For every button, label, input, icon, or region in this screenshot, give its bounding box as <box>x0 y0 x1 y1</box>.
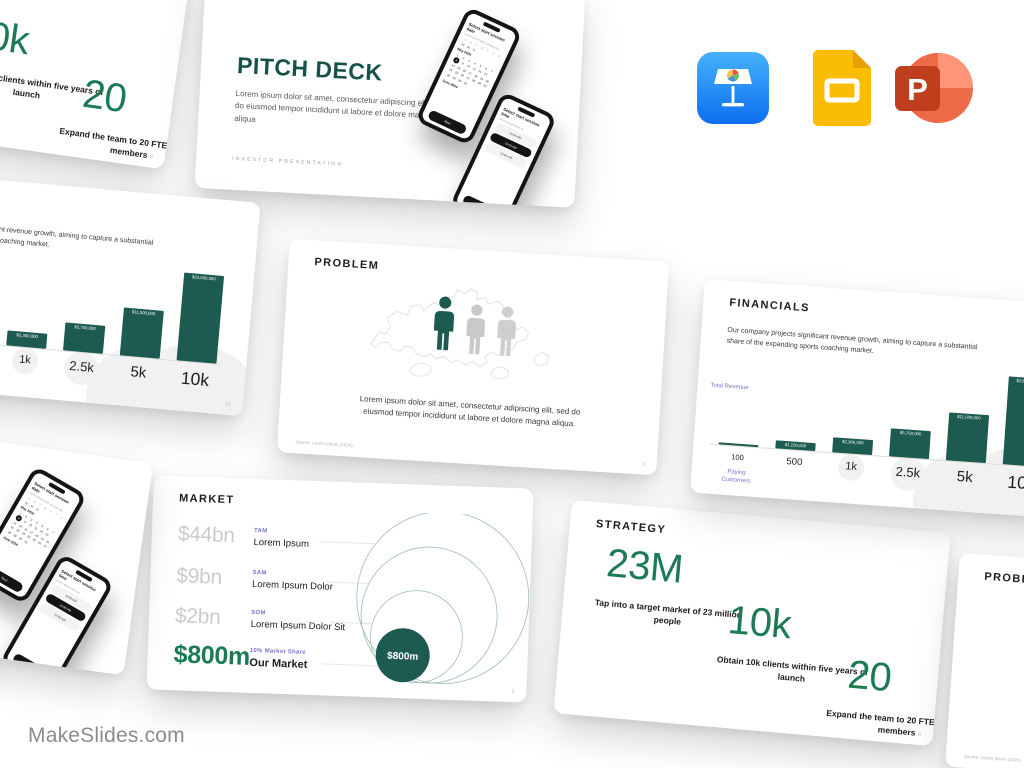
revenue-bar-chart: Total Revenue Paying Customers 100 $1,150… <box>690 279 1024 519</box>
slide-title: PROBLEM <box>983 570 1024 588</box>
slide-title: PROBLEM <box>314 256 380 273</box>
problem-body: Lorem ipsum dolor sit amet, consectetur … <box>359 394 581 429</box>
page-number: 8 <box>917 731 922 739</box>
category-label: 500 <box>786 456 803 469</box>
bar-value-label: $2,300,000 <box>16 332 39 340</box>
source-note: Source: Lorem Ipsum (2024) <box>963 753 1022 763</box>
bar-value-label: $23,000,000 <box>1016 378 1024 385</box>
bar-value-label: $23,000,000 <box>191 274 216 282</box>
our-market-row: $800m 10% Market Share Our Market <box>154 475 534 671</box>
stat-caption: Expand the team to 20 FTEs & Staff membe… <box>58 125 194 161</box>
stat-value: 20 <box>845 652 894 701</box>
category-label: 100 <box>731 452 745 463</box>
slide-title: MARKET <box>178 492 235 507</box>
slide-problem: PROBLEM <box>276 238 670 476</box>
stat-value: 10k <box>0 10 32 64</box>
brand-logo[interactable]: MakeSlides.com <box>28 724 185 747</box>
next-button[interactable]: Next <box>461 194 503 208</box>
bar-value-label: $11,500,000 <box>956 413 981 421</box>
page-number: 5 <box>511 689 515 696</box>
people-pictograms <box>429 295 520 358</box>
page-number: 12 <box>225 401 232 409</box>
slide-cover-partial: PITCH DECK Lorem ipsum dolor sit amet, c… <box>0 410 154 676</box>
stat-caption: Expand the team to 20 FTEs & Staff membe… <box>825 707 951 738</box>
som-value: $2bn <box>174 604 221 629</box>
stat-caption: Tap into a target market of 23 million p… <box>594 597 743 628</box>
next-button[interactable]: Next <box>0 565 25 594</box>
slide-problem-partial: PROBLEM Source: Lorem Ipsum (2024) 3 <box>944 553 1024 768</box>
stat-value: 10k <box>726 597 793 648</box>
person-icon <box>497 306 516 357</box>
tam-sam-som-circles: $800m <box>356 511 530 685</box>
bar-value-label: $2,300,000 <box>841 438 864 446</box>
person-icon <box>466 304 486 355</box>
slide-financials-partial: FINANCIALS Our company projects signific… <box>0 169 261 417</box>
revenue-bar: $11,500,000 <box>119 307 164 359</box>
y-axis-label: Total Revenue <box>710 382 749 392</box>
category-label: 1k <box>18 353 32 367</box>
map-outline-graphic <box>370 288 550 380</box>
page-number: 3 <box>641 461 645 468</box>
category-label: 10k <box>1006 471 1024 494</box>
bar-value-label: $11,500,000 <box>131 309 156 317</box>
next-button[interactable]: Next <box>11 652 52 676</box>
revenue-bar: $2,300,000 <box>832 437 874 456</box>
our-market-value: $800m <box>173 640 251 671</box>
revenue-bar: $11,500,000 <box>945 412 990 464</box>
category-label: 1k <box>844 460 858 474</box>
revenue-bar-chart: Total Revenue Paying Customers 100$1,150… <box>0 170 261 417</box>
keynote-icon[interactable] <box>697 52 769 124</box>
revenue-bar: $23,000,000 <box>1002 376 1024 468</box>
slide-market: MARKET $44bn TAM Lorem Ipsum $9bn SAM Lo… <box>146 475 534 703</box>
source-note: Source: Lorem Ipsum (2024) <box>295 439 353 448</box>
person-icon <box>433 296 455 351</box>
slide-strategy: STRATEGY 23M Tap into a target market of… <box>553 499 951 747</box>
bar-value-label: $5,750,000 <box>74 324 96 332</box>
google-slides-icon[interactable] <box>813 50 871 126</box>
slide-financials: FINANCIALS Our company projects signific… <box>689 279 1024 519</box>
revenue-bar: $23,000,000 <box>176 272 225 364</box>
revenue-bar: $5,750,000 <box>63 322 106 354</box>
our-market-bubble-label: $800m <box>387 651 419 663</box>
slide-strategy-partial: STRATEGY 23M Tap into a target market of… <box>0 0 194 170</box>
revenue-bar: $5,750,000 <box>889 428 931 460</box>
cover-title: PITCH DECK <box>236 51 384 86</box>
bar-value-label: $1,150,000 <box>784 441 807 449</box>
powerpoint-icon[interactable]: P <box>890 49 974 127</box>
powerpoint-letter: P <box>907 72 928 107</box>
category-label: 2.5k <box>895 463 921 481</box>
x-axis-label: Paying Customers <box>721 469 751 485</box>
stat-value: 23M <box>604 541 685 592</box>
cover-footer: INVESTOR PRESENTATION <box>232 155 344 168</box>
slide-title: STRATEGY <box>595 518 667 537</box>
sam-value: $9bn <box>175 564 223 589</box>
stat-value: 20 <box>79 71 130 122</box>
bar-value-label: $5,750,000 <box>899 429 922 437</box>
cover-body: Lorem ipsum dolor sit amet, consectetur … <box>234 88 446 124</box>
slide-cover: PITCH DECK Lorem ipsum dolor sit amet, c… <box>194 0 586 208</box>
tam-value: $44bn <box>177 522 236 548</box>
